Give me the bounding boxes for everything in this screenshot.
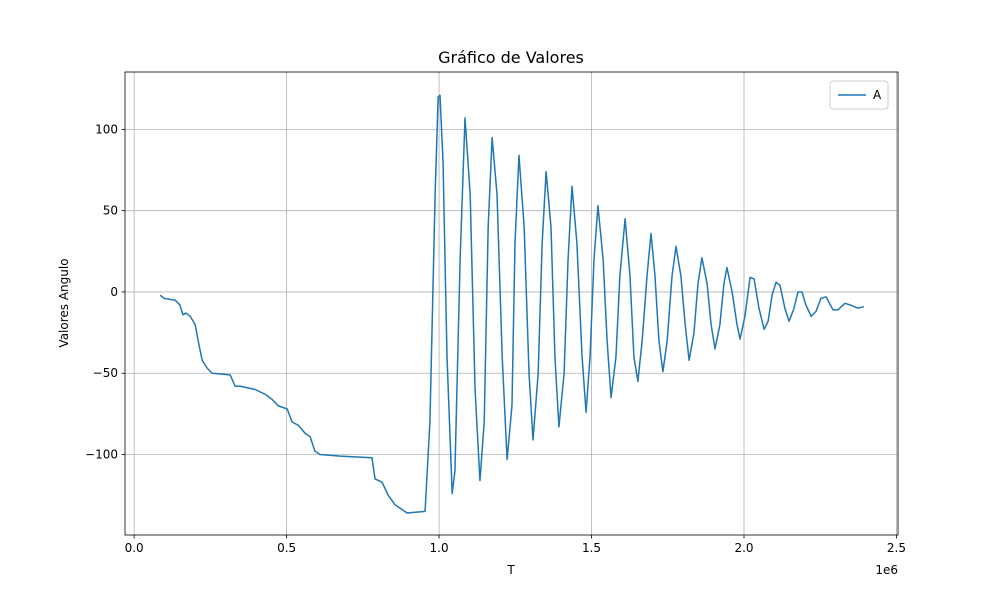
x-tick-label: 2.5 — [887, 541, 906, 555]
plot-frame — [124, 71, 899, 536]
y-tick-label: 100 — [95, 122, 118, 136]
x-tick-label: 2.0 — [734, 541, 753, 555]
x-axis-label: T — [506, 563, 515, 577]
x-offset-text: 1e6 — [875, 563, 898, 577]
x-tick-label: 0.5 — [277, 541, 296, 555]
y-tick-label: 0 — [110, 285, 118, 299]
legend-label: A — [873, 88, 882, 102]
y-tick-label: −100 — [85, 448, 118, 462]
y-tick-label: 50 — [103, 204, 118, 218]
chart-title: Gráfico de Valores — [438, 48, 584, 67]
x-tick-label: 1.5 — [582, 541, 601, 555]
x-tick-label: 1.0 — [430, 541, 449, 555]
y-tick-label: −50 — [93, 366, 118, 380]
data-line — [159, 94, 865, 514]
x-tick-label: 0.0 — [125, 541, 144, 555]
y-axis-label: Valores Angulo — [57, 258, 71, 347]
